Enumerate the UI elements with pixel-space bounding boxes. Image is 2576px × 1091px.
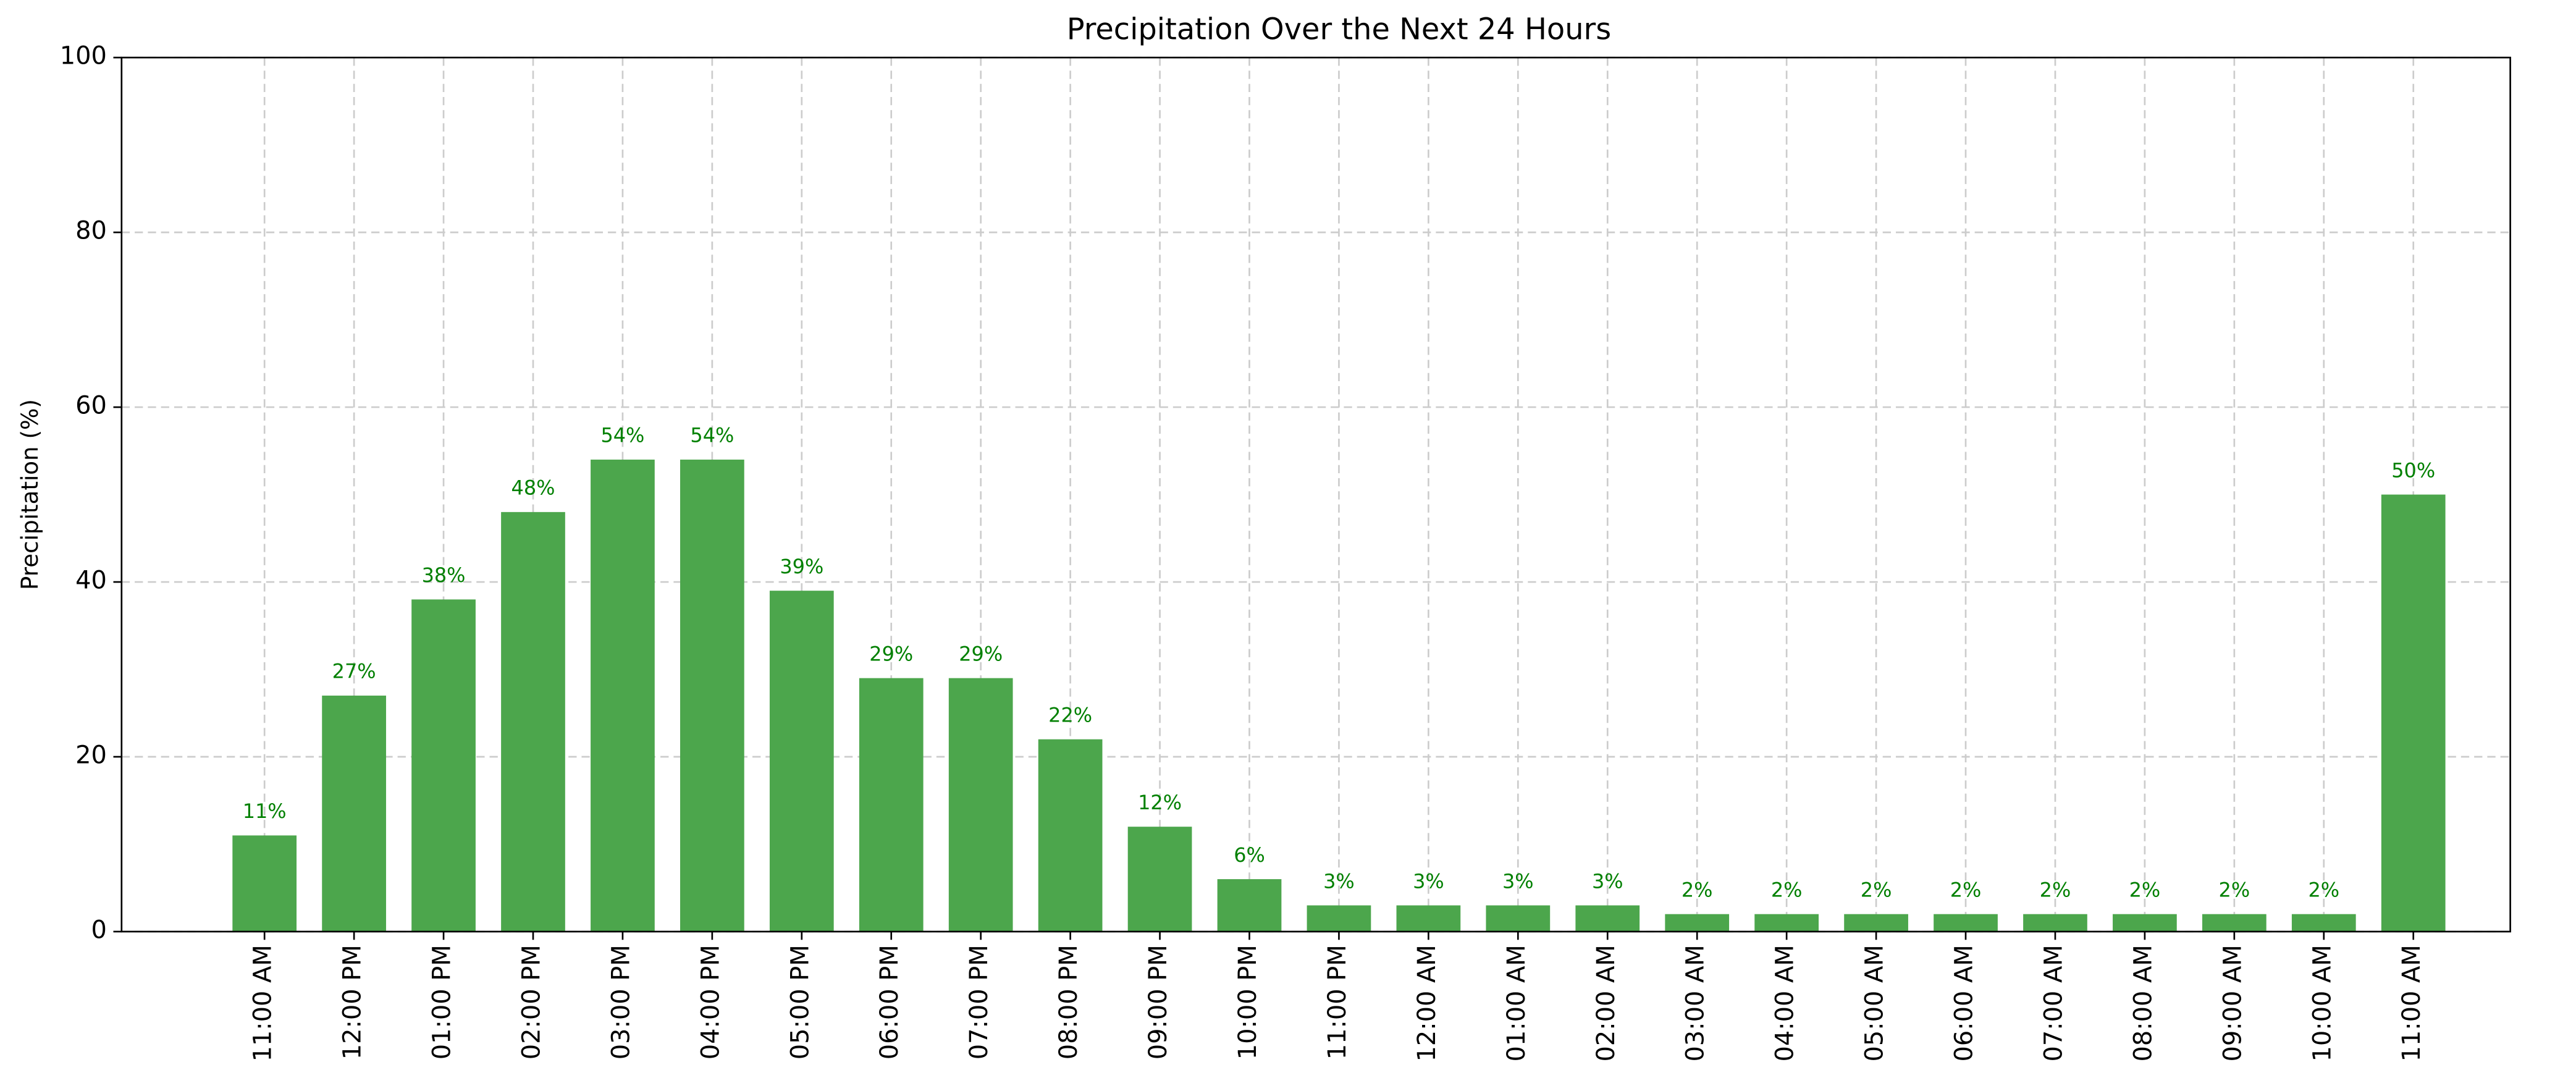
value-label: 22% xyxy=(1048,703,1092,727)
plot-frame xyxy=(120,56,2511,933)
value-label: 54% xyxy=(690,424,734,447)
x-tick-label: 08:00 AM xyxy=(2129,945,2157,1061)
value-label: 2% xyxy=(1771,878,1803,901)
bar xyxy=(411,599,476,932)
y-tick-label: 0 xyxy=(91,916,106,944)
x-tick-label: 10:00 AM xyxy=(2308,945,2336,1061)
value-label: 38% xyxy=(422,563,466,587)
bar xyxy=(948,678,1013,932)
value-label: 3% xyxy=(1592,869,1623,893)
bar xyxy=(501,512,565,932)
value-label: 3% xyxy=(1502,869,1534,893)
bar xyxy=(322,695,386,932)
bar xyxy=(1217,879,1282,932)
y-tick-label: 40 xyxy=(75,567,107,595)
x-tick-label: 07:00 PM xyxy=(965,945,993,1059)
value-label: 2% xyxy=(2219,878,2250,901)
bar xyxy=(1575,905,1640,932)
bar xyxy=(1038,739,1103,932)
bar xyxy=(2113,914,2177,932)
value-label: 2% xyxy=(1682,878,1713,901)
value-label: 12% xyxy=(1138,791,1182,814)
bar xyxy=(1665,914,1730,932)
bar xyxy=(1934,914,1998,932)
bar xyxy=(2291,914,2356,932)
x-tick-label: 02:00 AM xyxy=(1592,945,1620,1061)
bar xyxy=(1127,827,1192,932)
x-tick-label: 09:00 AM xyxy=(2218,945,2247,1061)
x-tick-label: 10:00 PM xyxy=(1234,945,1262,1059)
x-tick-label: 04:00 PM xyxy=(696,945,725,1059)
value-label: 48% xyxy=(511,476,555,500)
x-tick-label: 01:00 AM xyxy=(1502,945,1531,1061)
bar xyxy=(2202,914,2267,932)
x-tick-label: 03:00 AM xyxy=(1682,945,1710,1061)
value-label: 27% xyxy=(332,660,376,683)
y-tick-label: 60 xyxy=(75,392,107,420)
bar xyxy=(859,678,924,932)
y-tick-label: 100 xyxy=(60,42,107,70)
x-tick-label: 11:00 AM xyxy=(249,945,277,1061)
x-tick-label: 06:00 PM xyxy=(875,945,904,1059)
x-tick-label: 09:00 PM xyxy=(1144,945,1172,1059)
bar xyxy=(591,459,655,932)
y-tick-label: 20 xyxy=(75,741,107,770)
value-label: 29% xyxy=(959,642,1003,665)
value-label: 54% xyxy=(600,424,644,447)
bar xyxy=(1396,905,1461,932)
bar xyxy=(2023,914,2087,932)
x-tick-label: 05:00 PM xyxy=(786,945,814,1059)
value-label: 2% xyxy=(1950,878,1982,901)
value-label: 2% xyxy=(2129,878,2161,901)
x-tick-label: 11:00 AM xyxy=(2397,945,2426,1061)
value-label: 6% xyxy=(1234,843,1265,867)
y-tick-label: 80 xyxy=(75,217,107,245)
bar xyxy=(1754,914,1819,932)
value-label: 3% xyxy=(1413,869,1444,893)
x-tick-label: 04:00 AM xyxy=(1771,945,1799,1061)
x-tick-label: 07:00 AM xyxy=(2039,945,2068,1061)
value-label: 11% xyxy=(243,799,287,823)
x-tick-label: 01:00 PM xyxy=(428,945,457,1059)
bar xyxy=(769,591,834,932)
bar xyxy=(1844,914,1908,932)
x-tick-label: 05:00 AM xyxy=(1861,945,1889,1061)
x-tick-label: 02:00 PM xyxy=(517,945,545,1059)
value-label: 50% xyxy=(2391,458,2435,482)
x-tick-label: 03:00 PM xyxy=(607,945,635,1059)
bar xyxy=(232,835,297,932)
x-tick-label: 06:00 AM xyxy=(1950,945,1979,1061)
value-label: 29% xyxy=(869,642,913,665)
bar xyxy=(2381,494,2446,932)
value-label: 2% xyxy=(2040,878,2071,901)
bar xyxy=(680,459,744,932)
bar xyxy=(1307,905,1371,932)
value-label: 2% xyxy=(1861,878,1892,901)
x-tick-label: 12:00 PM xyxy=(339,945,367,1059)
bar xyxy=(1486,905,1551,932)
x-tick-label: 11:00 PM xyxy=(1323,945,1352,1059)
x-tick-label: 12:00 AM xyxy=(1413,945,1441,1061)
chart-title: Precipitation Over the Next 24 Hours xyxy=(1067,13,1611,47)
value-label: 2% xyxy=(2308,878,2339,901)
x-tick-label: 08:00 PM xyxy=(1054,945,1083,1059)
value-label: 3% xyxy=(1323,869,1355,893)
y-axis-label: Precipitation (%) xyxy=(16,399,43,590)
value-label: 39% xyxy=(780,555,823,578)
